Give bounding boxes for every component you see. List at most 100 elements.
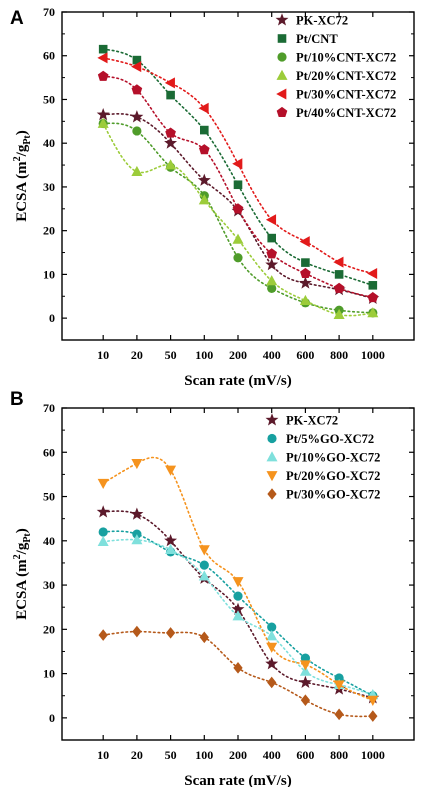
data-point [267,622,277,632]
data-point [232,233,244,244]
data-point [198,194,210,205]
y-tick-label: 40 [43,136,55,150]
legend-label: Pt/10%GO-XC72 [286,451,380,465]
series-pt-20-go-xc72 [97,456,379,706]
panel-label: B [10,389,24,410]
y-tick-label: 20 [43,622,55,636]
data-point [96,107,110,121]
y-tick-label: 40 [43,534,55,548]
legend-label: PK-XC72 [286,414,338,428]
x-tick-label: 100 [195,348,213,362]
x-tick-label: 20 [131,348,143,362]
y-tick-label: 20 [43,224,55,238]
data-point [266,630,278,641]
legend-marker [266,471,278,482]
data-point [132,126,142,136]
legend-marker [276,69,288,80]
y-axis-label-main: ECSA (m [14,559,30,620]
series-pt-40-cnt-xc72 [97,70,379,303]
data-point [96,505,110,518]
x-tick-label: 400 [263,748,281,762]
y-tick-label: 0 [49,711,55,725]
x-tick-label: 200 [229,348,247,362]
x-axis-label: Scan rate (mV/s) [184,773,291,787]
legend-marker [277,34,287,43]
data-point [368,710,378,722]
data-point [233,253,243,263]
x-tick-label: 100 [195,748,213,762]
x-tick-label: 600 [296,748,314,762]
series-pt-10-go-xc72 [97,534,379,700]
data-point [198,545,210,556]
legend-label: PK-XC72 [296,14,348,28]
x-tick-label: 600 [296,348,314,362]
x-tick-label: 10 [97,348,109,362]
data-point [197,173,211,186]
legend-label: Pt/20%GO-XC72 [286,469,380,483]
x-tick-label: 400 [263,348,281,362]
x-tick-label: 1000 [361,348,385,362]
y-axis-label-end: ) [14,130,30,135]
legend-marker [276,106,288,118]
data-point [233,180,243,190]
data-point [266,248,278,259]
y-axis-label-sup: 2 [12,156,23,161]
legend-label: Pt/30%CNT-XC72 [296,88,396,102]
y-axis-label-mid: /g [14,542,30,555]
legend-label: Pt/40%CNT-XC72 [296,106,396,120]
data-point [232,610,244,621]
data-point [165,127,176,138]
legend-marker [266,451,278,462]
data-point [131,165,143,176]
legend: PK-XC72 Pt/CNT Pt/10%CNT-XC72 Pt/20%CNT-XC7… [275,13,396,120]
data-point [333,308,345,319]
data-point [131,534,143,545]
trend-line [102,122,374,314]
data-point [299,236,310,248]
data-point [97,70,109,81]
data-point [164,534,178,547]
trend-line [102,530,374,697]
y-tick-label: 60 [43,49,55,63]
x-tick-label: 50 [165,748,177,762]
x-tick-label: 50 [165,348,177,362]
data-point [130,507,144,520]
series-pt-20-cnt-xc72 [97,117,379,319]
data-point [298,276,312,289]
series-pt-30-cnt-xc72 [97,52,378,280]
data-point [267,676,277,689]
trend-line [102,48,374,287]
data-point [333,680,345,691]
data-point [267,233,277,243]
data-point [165,627,176,639]
legend-marker [265,413,279,426]
data-point [266,275,278,286]
y-axis-label: ECSA (m2/gPt) [12,130,33,222]
data-point [233,591,243,601]
data-point [265,214,277,226]
data-point [164,136,178,149]
data-point [97,52,108,64]
data-point [130,110,144,123]
data-point [232,203,244,214]
data-point [97,117,109,128]
x-tick-label: 200 [229,748,247,762]
legend-label: Pt/CNT [296,32,338,46]
data-point [367,291,379,303]
y-tick-label: 30 [43,180,55,194]
data-point [266,642,278,653]
legend: PK-XC72 Pt/5%GO-XC72 Pt/10%GO-XC72 Pt/20%GO… [265,413,380,502]
data-point [233,662,243,674]
x-tick-label: 1000 [361,748,385,762]
data-point [164,77,175,89]
data-point [267,283,277,293]
legend-label: Pt/30%GO-XC72 [286,488,380,502]
y-axis-label-end: ) [14,528,30,533]
data-point [131,61,142,73]
y-tick-label: 50 [43,92,55,106]
data-point [198,144,210,155]
data-point [299,665,311,676]
x-axis-label: Scan rate (mV/s) [184,373,291,389]
legend-marker [277,52,287,62]
